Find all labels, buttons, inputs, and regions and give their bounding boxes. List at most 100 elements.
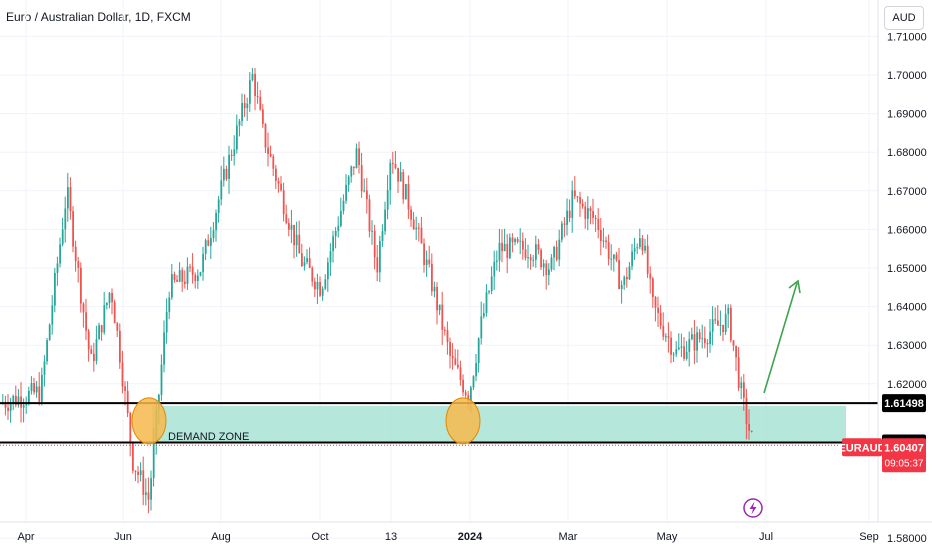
candle-body	[457, 364, 459, 368]
level-badge-top-text: 1.61498	[884, 398, 924, 410]
candle-body	[132, 442, 134, 471]
candle-body	[108, 292, 111, 303]
candle-body	[366, 190, 368, 200]
candle-body	[340, 211, 342, 226]
candle-body	[550, 257, 553, 270]
candle-body	[561, 223, 563, 240]
candle-body	[646, 245, 649, 274]
candle-body	[639, 238, 641, 248]
candle-body	[15, 395, 17, 405]
candle-body	[678, 347, 680, 350]
candle-body	[241, 102, 243, 121]
candle-body	[51, 305, 54, 325]
candle-body	[633, 248, 636, 252]
candle-body	[249, 80, 251, 104]
candle-body	[709, 331, 711, 345]
level-badge-top	[882, 394, 926, 413]
candle-body	[667, 336, 670, 338]
candle-body	[178, 270, 181, 282]
candle-body	[288, 222, 290, 230]
candle-body	[607, 242, 610, 260]
chart-title: Euro / Australian Dollar, 1D, FXCM	[6, 10, 191, 24]
candle-body	[540, 249, 542, 268]
candle-body	[256, 96, 259, 98]
candle-body	[496, 260, 498, 262]
candle-body	[563, 223, 566, 225]
candle-body	[618, 260, 620, 289]
candle-body	[207, 240, 210, 246]
y-tick-label: 1.70000	[887, 70, 927, 82]
candle-body	[724, 314, 727, 333]
candle-body	[347, 176, 350, 185]
candle-body	[230, 154, 233, 156]
highlight-circle-jan	[445, 397, 481, 445]
candle-body	[350, 166, 353, 177]
candle-body	[714, 319, 717, 321]
candle-body	[264, 123, 267, 148]
candle-body	[321, 288, 324, 296]
candle-body	[236, 125, 238, 150]
candle-body	[376, 257, 379, 273]
y-tick-label: 1.71000	[887, 31, 927, 43]
candle-body	[488, 291, 490, 293]
candle-body	[106, 302, 108, 306]
x-tick-label: 13	[385, 531, 397, 543]
candle-body	[412, 219, 415, 230]
candle-body	[189, 266, 191, 268]
candle-body	[59, 244, 61, 264]
candle-body	[77, 261, 80, 268]
candle-body	[103, 305, 106, 333]
candle-body	[615, 254, 618, 261]
time-axis: Apr Jun Aug Oct 13 2024 Mar May Jul Sep	[17, 531, 878, 543]
candle-body	[272, 156, 275, 169]
candle-body	[737, 357, 740, 389]
candle-body	[98, 325, 100, 340]
candle-body	[626, 276, 628, 280]
x-tick-label: Oct	[311, 531, 328, 543]
candle-body	[600, 230, 602, 242]
candle-body	[750, 430, 753, 433]
candle-body	[379, 241, 381, 273]
candles	[2, 67, 753, 514]
candle-body	[64, 208, 67, 230]
candle-body	[584, 206, 587, 219]
candle-body	[529, 257, 532, 261]
candle-body	[80, 267, 82, 304]
candle-body	[384, 209, 386, 232]
currency-button[interactable]: AUD	[884, 6, 924, 30]
candle-body	[368, 199, 371, 232]
candle-body	[191, 266, 194, 275]
candle-body	[444, 329, 446, 331]
candle-body	[212, 230, 215, 239]
candle-body	[316, 281, 319, 290]
candle-body	[386, 190, 389, 210]
candle-body	[43, 361, 46, 375]
candle-body	[438, 304, 441, 311]
candle-body	[748, 423, 750, 431]
candle-body	[727, 307, 730, 315]
candle-body	[311, 267, 314, 282]
candle-body	[418, 227, 420, 229]
lightning-icon[interactable]	[743, 498, 763, 518]
demand-zone	[152, 405, 846, 442]
candle-body	[415, 227, 418, 230]
candle-body	[576, 196, 579, 198]
y-tick-label: 1.64000	[887, 302, 927, 314]
candle-body	[732, 340, 735, 346]
candle-body	[490, 276, 493, 292]
candle-body	[308, 258, 311, 268]
candle-body	[220, 180, 223, 200]
candle-body	[186, 266, 189, 284]
candle-body	[475, 363, 477, 377]
candle-body	[290, 224, 293, 230]
candle-body	[293, 224, 295, 246]
candle-body	[381, 231, 384, 242]
countdown-text: 09:05:37	[885, 458, 924, 469]
candle-body	[41, 374, 43, 402]
candle-body	[72, 211, 74, 247]
candle-body	[392, 162, 394, 165]
candle-body	[228, 154, 230, 179]
candle-body	[337, 225, 340, 231]
